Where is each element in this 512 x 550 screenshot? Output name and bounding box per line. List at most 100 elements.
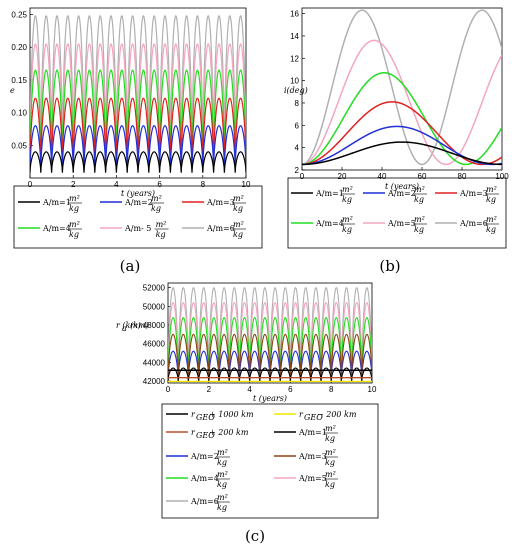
- panel-a-legend-unit-num: m²: [233, 220, 244, 229]
- panel-b-y-tick-label: 14: [290, 32, 299, 41]
- panel-b-x-tick-label: 60: [418, 172, 427, 181]
- panel-c-legend-label-sub: GEO: [304, 413, 323, 422]
- panel-c-legend-label: r: [191, 428, 196, 437]
- panel-b-series-line: [302, 9, 502, 166]
- panel-c: 0 2 4 6 8 10 42000 44000 46000 48000 50000 52000 r (…: [116, 282, 379, 545]
- panel-b-legend-unit-num: m²: [486, 215, 497, 224]
- panel-b-legend-label: A/m=5: [387, 219, 416, 228]
- panel-c-legend-unit-num: m²: [217, 448, 228, 457]
- panel-a-legend-box: [13, 185, 263, 249]
- panel-c-y-tick-label: 46000: [143, 340, 166, 349]
- panel-c-x-tick-label: 10: [368, 385, 377, 394]
- panel-a-legend-unit-den: kg: [69, 230, 79, 239]
- panel-c-legend-box: [161, 403, 379, 519]
- panel-b-y-tick-label: 2: [295, 166, 300, 175]
- panel-b-legend-unit-num: m²: [342, 185, 353, 194]
- panel-c-x-axis-label: t (years): [253, 394, 287, 403]
- panel-c-x-tick-label: 2: [207, 385, 212, 394]
- panel-b-series-line: [302, 39, 502, 166]
- panel-b-legend-label: A/m=4: [315, 219, 344, 228]
- panel-b-legend-label: A/m=6: [459, 219, 488, 228]
- panel-a-x-tick-label: 10: [242, 180, 251, 189]
- panel-b-y-tick-label: 6: [295, 121, 300, 130]
- panel-c-y-axis-label-sub: a: [122, 324, 127, 333]
- panel-b-plot-frame: [301, 7, 503, 171]
- panel-c-legend-unit-den: kg: [325, 458, 335, 467]
- panel-b-legend-unit-num: m²: [414, 215, 425, 224]
- panel-a-y-tick-label: 0.25: [11, 11, 27, 20]
- panel-c-legend-unit-num: m²: [325, 424, 336, 433]
- panel-c-legend-label: A/m=2: [190, 452, 219, 461]
- panel-a-legend-unit-den: kg: [156, 230, 166, 239]
- panel-b-legend-unit-num: m²: [342, 215, 353, 224]
- panel-b-y-tick-label: 8: [295, 99, 300, 108]
- panel-b-legend-unit-den: kg: [486, 225, 496, 234]
- panel-a-y-tick-label: 0.20: [11, 43, 27, 52]
- panel-c-x-tick-label: 6: [288, 385, 293, 394]
- panel-a-x-tick-label: 6: [157, 180, 162, 189]
- panel-c-y-tick-label: 52000: [143, 284, 166, 293]
- panel-c-legend-label-rest: − 200 km: [317, 410, 357, 419]
- panel-b-y-tick-label: 16: [290, 10, 299, 19]
- panel-b-caption: (b): [379, 257, 400, 275]
- panel-a-plot-frame: [29, 7, 247, 179]
- panel-c-caption: (c): [245, 527, 265, 545]
- panel-b-legend-label: A/m=3: [459, 189, 488, 198]
- panel-a-legend-unit-num: m²: [156, 220, 167, 229]
- panel-c-x-tick-label: 0: [166, 385, 171, 394]
- panel-c-legend-label: r: [299, 410, 304, 419]
- panel-c-y-axis-label-unit: (km): [130, 321, 149, 330]
- panel-b-legend-unit-num: m²: [414, 185, 425, 194]
- panel-c-legend-label: A/m=5: [298, 474, 327, 483]
- panel-c-legend-unit-num: m²: [217, 470, 228, 479]
- panel-c-legend-label-sub: GEO: [196, 413, 215, 422]
- panel-c-x-tick-label: 4: [247, 385, 252, 394]
- panel-b-series-line: [302, 141, 502, 166]
- panel-b-y-tick-label: 12: [290, 54, 299, 63]
- panel-b-x-tick-label: 0: [300, 172, 305, 181]
- panel-c-legend-unit-den: kg: [325, 434, 335, 443]
- panel-b-series-line: [302, 72, 502, 166]
- panel-b-x-axis-label: t (years): [385, 182, 419, 191]
- panel-b-legend-unit-den: kg: [414, 225, 424, 234]
- panel-a-legend-unit-num: m²: [69, 194, 80, 203]
- panel-b-legend-unit-num: m²: [486, 185, 497, 194]
- panel-b-legend-unit-den: kg: [486, 195, 496, 204]
- panel-c-legend-label: A/m=3: [298, 452, 327, 461]
- panel-c-y-axis-label: r (km): [116, 321, 141, 330]
- panel-a-legend-label: A/m=2: [124, 198, 153, 207]
- panel-c-x-tick-label: 8: [329, 385, 334, 394]
- panel-c-legend-label: A/m=6: [190, 497, 219, 506]
- panel-a-y-tick-label: 0.10: [11, 109, 27, 118]
- panel-c-legend-unit-den: kg: [325, 480, 335, 489]
- panel-a-series-group: [30, 15, 246, 173]
- panel-a-legend-unit-den: kg: [151, 204, 161, 213]
- panel-c-legend-unit-den: kg: [217, 503, 227, 512]
- panel-a-legend-label: A/m=1: [42, 198, 71, 207]
- panel-a-legend-label: A/m- 5: [124, 224, 151, 233]
- panel-c-legend-label: A/m=4: [190, 474, 219, 483]
- panel-b-legend-unit-den: kg: [342, 225, 352, 234]
- panel-b-series-line: [302, 125, 502, 166]
- panel-a-x-tick-label: 8: [201, 180, 206, 189]
- panel-b-series-line: [302, 101, 502, 166]
- panel-b-legend-box: [287, 177, 507, 249]
- panel-b-y-axis-label: i(deg): [284, 86, 308, 95]
- panel-a-legend-unit-den: kg: [69, 204, 79, 213]
- panel-a-legend-unit-num: m²: [69, 220, 80, 229]
- panel-c-y-tick-label: 44000: [143, 358, 166, 367]
- panel-a-y-tick-label: 0.05: [11, 141, 27, 150]
- panel-a-legend-unit-num: m²: [151, 194, 162, 203]
- panel-a-y-axis-label: e: [10, 86, 15, 95]
- panel-c-series-group: [168, 287, 372, 383]
- panel-a-legend-unit-den: kg: [233, 230, 243, 239]
- panel-b-x-tick-label: 20: [338, 172, 347, 181]
- panel-a-legend-label: A/m=6: [206, 224, 235, 233]
- panel-a-y-tick-label: 0.15: [11, 76, 27, 85]
- panel-c-legend-label: r: [191, 410, 196, 419]
- panel-c-legend-unit-num: m²: [325, 470, 336, 479]
- panel-c-legend-label: A/m=1: [298, 428, 327, 437]
